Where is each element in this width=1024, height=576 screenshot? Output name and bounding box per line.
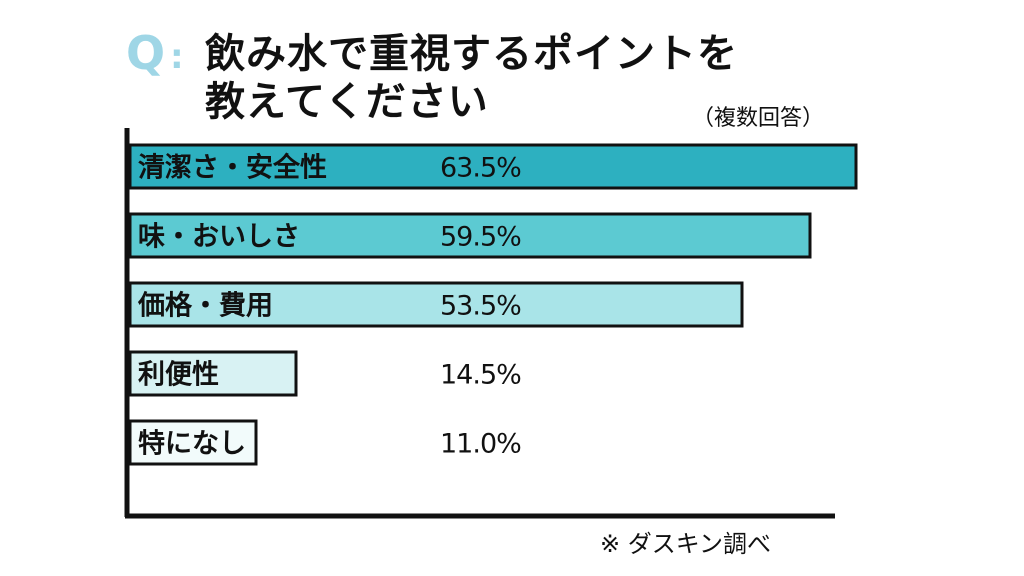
value-label-5: 11.0% (440, 429, 521, 460)
bar-3 (128, 281, 744, 328)
title-line-1: 飲み水で重視するポイントを (205, 31, 738, 77)
value-label-1: 63.5% (440, 153, 521, 184)
category-label-3: 価格・費用 (137, 291, 273, 322)
chart-title: 飲み水で重視するポイントを 教えてください (205, 30, 738, 126)
bars-group: 清潔さ・安全性 63.5% 味・おいしさ 59.5% 価格・費用 53.5% 利便性 14.5… (128, 143, 858, 466)
category-label-5: 特になし (138, 429, 246, 460)
value-label-2: 59.5% (440, 222, 521, 253)
bar-2 (128, 212, 812, 259)
q-colon: : (170, 37, 184, 77)
title-line-2: 教えてください (205, 79, 489, 125)
category-label-1: 清潔さ・安全性 (138, 152, 327, 184)
category-label-2: 味・おいしさ (138, 222, 300, 253)
category-label-4: 利便性 (138, 360, 219, 391)
multiple-answer-note: （複数回答） (692, 106, 825, 131)
bar-4 (128, 350, 298, 397)
source-note: ※ ダスキン調べ (600, 530, 772, 558)
bar-1 (128, 143, 858, 190)
bar-5 (128, 419, 258, 466)
value-label-3: 53.5% (440, 291, 521, 322)
q-mark: Q (126, 26, 166, 80)
value-label-4: 14.5% (440, 360, 521, 391)
